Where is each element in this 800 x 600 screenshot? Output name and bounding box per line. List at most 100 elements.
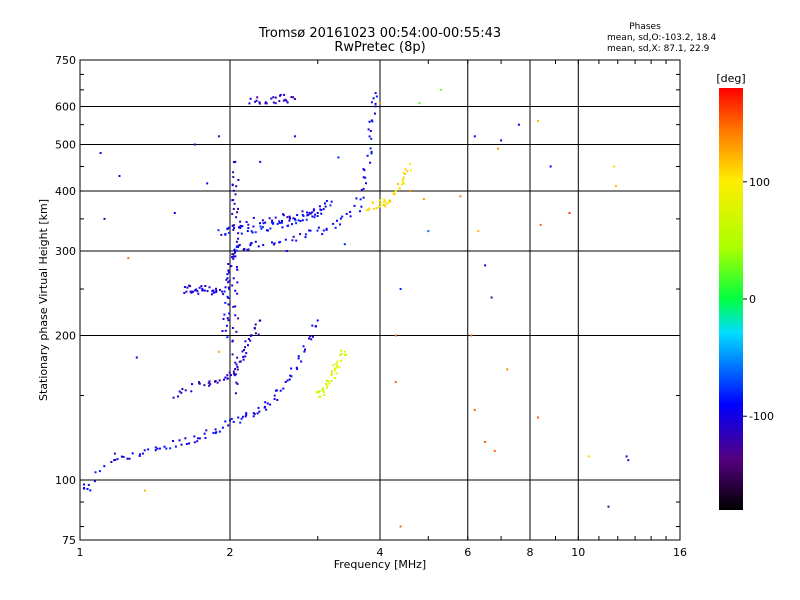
trace-point [224, 420, 227, 423]
trace-point [369, 130, 372, 132]
trace-point [360, 205, 363, 208]
trace-point [193, 289, 196, 292]
trace-point [218, 430, 221, 433]
trace-point [215, 431, 218, 434]
trace-point [265, 229, 268, 232]
trace-point [374, 102, 377, 105]
trace-point [276, 222, 279, 225]
trace-point [322, 391, 325, 393]
trace-point [232, 277, 235, 280]
trace-point [301, 219, 304, 222]
scatter-point [439, 88, 442, 91]
trace-point [374, 92, 377, 95]
trace-point [196, 440, 199, 443]
trace-point [294, 218, 296, 220]
trace-point [282, 214, 285, 217]
colorbar [719, 88, 743, 510]
trace-point [403, 182, 405, 185]
trace-point [215, 289, 218, 292]
trace-point [110, 461, 113, 463]
trace-point [86, 488, 89, 490]
trace-point [234, 368, 237, 370]
trace-point [362, 168, 365, 171]
trace-point [234, 289, 237, 292]
trace-point [276, 399, 279, 401]
trace-point [184, 389, 187, 392]
trace-point [278, 221, 281, 224]
trace-point [375, 207, 378, 210]
trace-point [235, 246, 238, 249]
trace-point [232, 171, 235, 174]
trace-point [262, 244, 265, 246]
trace-point [235, 249, 238, 252]
trace-point [275, 389, 278, 392]
trace-point [341, 215, 344, 218]
trace-point [303, 350, 306, 353]
trace-point [335, 372, 338, 375]
trace-point [82, 487, 85, 490]
trace-point [314, 213, 316, 216]
trace-point [315, 325, 317, 328]
trace-point [247, 223, 250, 226]
trace-point [259, 222, 261, 225]
trace-point [154, 449, 157, 452]
trace-point [224, 376, 227, 379]
trace-point [206, 290, 209, 292]
trace-point [401, 178, 404, 181]
trace-point [256, 412, 259, 415]
trace-point [226, 317, 229, 320]
trace-point [235, 381, 238, 384]
trace-point [281, 220, 283, 222]
scatter-point [484, 441, 487, 443]
trace-point [228, 371, 231, 374]
trace-point [227, 263, 230, 265]
trace-point [325, 379, 328, 382]
colorbar-tick-label: -100 [749, 410, 774, 423]
x-tick-label: 4 [377, 546, 384, 559]
trace-point [139, 453, 141, 456]
trace-point [236, 211, 239, 214]
trace-point [364, 176, 367, 179]
trace-point [362, 196, 365, 199]
trace-point [289, 374, 292, 377]
trace-point [272, 101, 275, 104]
scatter-point [614, 184, 617, 187]
trace-point [284, 381, 287, 383]
trace-point [269, 227, 272, 230]
scatter-point [607, 505, 610, 508]
trace-point [316, 212, 319, 214]
trace-point [292, 235, 295, 238]
trace-point [370, 151, 373, 153]
trace-point [231, 339, 234, 342]
trace-point [172, 440, 174, 442]
trace-point [370, 119, 373, 122]
trace-point [269, 403, 272, 406]
trace-point [143, 449, 146, 452]
trace-point [198, 286, 201, 289]
trace-point [328, 382, 331, 385]
scatter-point [379, 102, 381, 105]
trace-point [355, 197, 358, 200]
scatter-point [193, 143, 196, 146]
trace-point [257, 333, 260, 336]
x-axis-ticks: 1 2 4 6 8 10 16 [77, 60, 687, 559]
trace-point [238, 226, 240, 229]
x-tick-label: 2 [227, 546, 234, 559]
trace-point [388, 201, 390, 204]
trace-point [397, 183, 400, 185]
trace-point [229, 419, 231, 422]
trace-point [278, 220, 281, 223]
trace-point [404, 168, 407, 171]
trace-point [220, 290, 223, 293]
trace-point [249, 339, 252, 342]
trace-point [227, 303, 230, 306]
trace-point [281, 226, 284, 229]
scatter-point [293, 135, 296, 138]
trace-point [233, 202, 236, 205]
trace-point [359, 210, 361, 213]
trace-point [368, 207, 371, 210]
trace-point [296, 368, 299, 370]
trace-point [402, 176, 405, 179]
trace-point [406, 170, 409, 173]
trace-point [232, 189, 235, 192]
